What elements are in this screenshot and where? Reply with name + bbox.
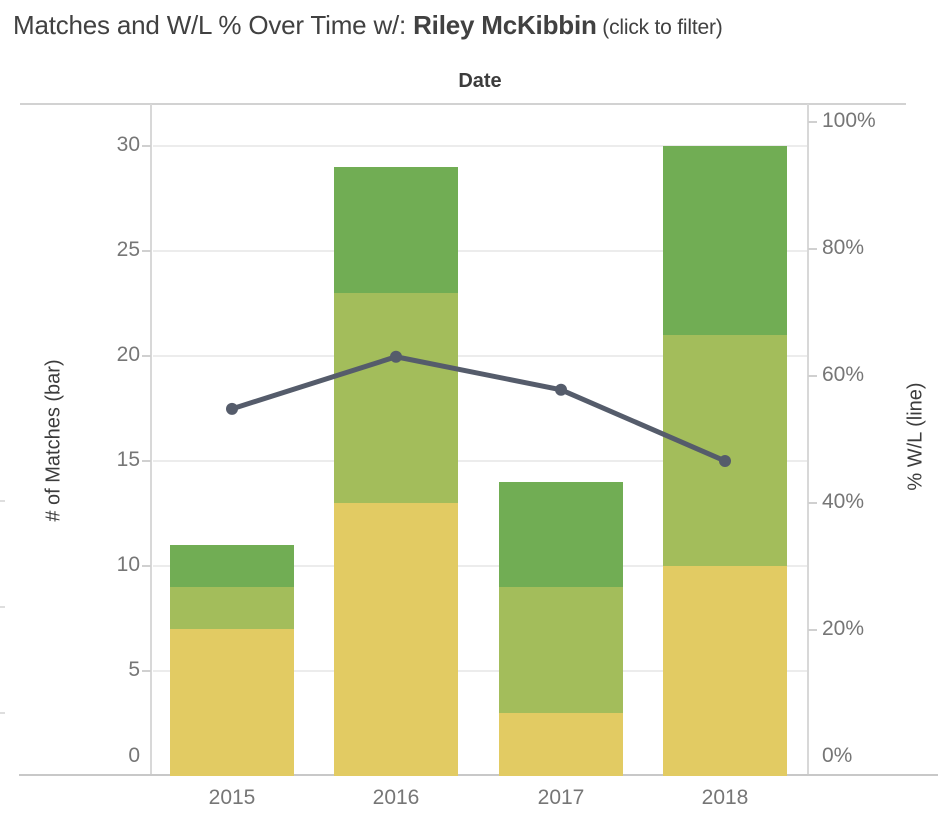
category-label-2015[interactable]: 2015	[208, 786, 256, 809]
plot-area	[152, 104, 808, 776]
gridline	[153, 355, 807, 357]
bar-segment-matches-middle-segment-2017[interactable]	[499, 587, 623, 713]
edge-tick-mark	[0, 712, 5, 714]
right-axis-tick-mark	[808, 501, 817, 504]
right-axis-tick-label-40%: 40%	[822, 489, 865, 513]
bar-segment-matches-bottom-segment-2016[interactable]	[334, 503, 458, 776]
category-label-2017[interactable]: 2017	[537, 786, 585, 809]
line-point-2017[interactable]	[555, 383, 567, 396]
line-point-2015[interactable]	[226, 402, 238, 415]
bar-segment-matches-bottom-segment-2015[interactable]	[170, 629, 294, 776]
win-loss-line	[226, 350, 731, 467]
gridline	[153, 460, 807, 462]
column-header-date: Date	[458, 70, 502, 92]
gridline	[153, 145, 807, 147]
right-axis-tick-label-60%: 60%	[822, 362, 865, 386]
bar-segment-matches-top-segment-2018[interactable]	[663, 146, 787, 335]
left-axis-tick-mark	[142, 145, 151, 147]
left-axis-tick-mark	[142, 355, 151, 357]
left-axis-tick-mark	[142, 565, 151, 567]
x-axis-baseline	[19, 774, 938, 776]
gridline	[153, 250, 807, 252]
left-axis-tick-mark	[142, 250, 151, 252]
left-axis-title: # of Matches (bar)	[42, 359, 65, 522]
category-label-2016[interactable]: 2016	[372, 786, 420, 809]
line-point-2016[interactable]	[390, 350, 402, 363]
right-axis-tick-label-100%: 100%	[822, 108, 876, 132]
left-axis-tick-label-5: 5	[128, 658, 140, 681]
gridline	[153, 565, 807, 567]
left-axis-tick-label-20: 20	[116, 343, 140, 366]
left-axis-tick-mark	[142, 460, 151, 462]
click-to-filter-hint: (click to filter)	[596, 16, 723, 39]
left-plot-border	[150, 104, 152, 774]
right-axis-tick-mark	[808, 120, 817, 123]
top-border	[20, 103, 906, 105]
left-axis-tick-label-10: 10	[116, 553, 140, 576]
left-axis-tick-label-25: 25	[116, 238, 140, 261]
bar-segment-matches-bottom-segment-2017[interactable]	[499, 713, 623, 776]
bar-segment-matches-top-segment-2015[interactable]	[170, 545, 294, 587]
right-axis-tick-label-20%: 20%	[822, 616, 865, 640]
bar-segment-matches-middle-segment-2016[interactable]	[334, 293, 458, 503]
chart-title-text: Matches and W/L % Over Time w/:	[13, 10, 414, 40]
bar-segment-matches-top-segment-2017[interactable]	[499, 482, 623, 587]
right-axis-tick-label-0%: 0%	[822, 744, 853, 767]
bar-segment-matches-middle-segment-2015[interactable]	[170, 587, 294, 629]
edge-tick-mark	[0, 500, 5, 502]
bar-segment-matches-bottom-segment-2018[interactable]	[663, 566, 787, 776]
right-axis-tick-mark	[808, 374, 817, 377]
filtered-player-name: Riley McKibbin	[413, 10, 597, 40]
left-axis-tick-label-0: 0	[128, 744, 140, 767]
chart-title: Matches and W/L % Over Time w/: Riley Mc…	[13, 10, 723, 41]
left-axis-tick-label-30: 30	[116, 133, 140, 156]
bar-segment-matches-top-segment-2016[interactable]	[334, 167, 458, 293]
line-point-2018[interactable]	[719, 454, 731, 467]
bar-segment-matches-middle-segment-2018[interactable]	[663, 335, 787, 566]
category-label-2018[interactable]: 2018	[701, 786, 749, 809]
line-path	[229, 354, 728, 464]
right-axis-tick-mark	[808, 247, 817, 250]
left-axis-tick-label-15: 15	[116, 448, 140, 471]
right-axis-title: % W/L (line)	[904, 382, 927, 491]
left-axis-tick-mark	[142, 670, 151, 672]
right-plot-border	[807, 104, 809, 774]
edge-tick-mark	[0, 606, 5, 608]
right-axis-tick-label-80%: 80%	[822, 235, 865, 259]
right-axis-tick-mark	[808, 628, 817, 631]
gridline	[153, 670, 807, 672]
